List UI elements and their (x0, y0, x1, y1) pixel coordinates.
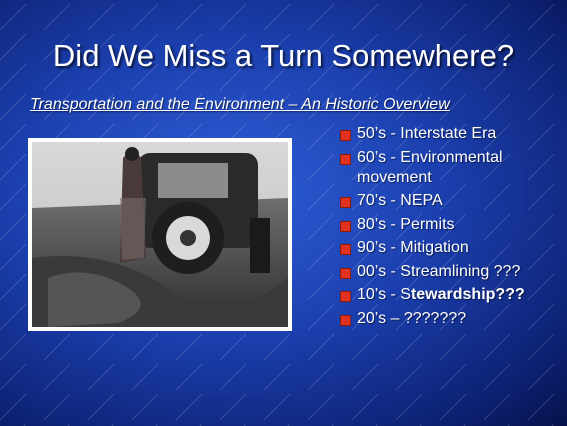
bullet-text: 10’s - S (357, 286, 411, 303)
slide-title: Did We Miss a Turn Somewhere? (0, 38, 567, 74)
bullet-item: 70’s - NEPA (340, 191, 555, 211)
photo (28, 138, 292, 331)
bullet-text: 70’s - NEPA (357, 192, 443, 209)
bullet-text: 80’s - Permits (357, 216, 455, 233)
bullet-text: 50’s - Interstate Era (357, 125, 496, 142)
bullet-text: 60’s - Environmental movement (357, 149, 503, 186)
slide: Did We Miss a Turn Somewhere? Transporta… (0, 0, 567, 426)
bullet-bold-text: tewardship??? (411, 286, 525, 303)
bullet-item: 50’s - Interstate Era (340, 124, 555, 144)
bullet-text: 90’s - Mitigation (357, 239, 469, 256)
bullet-item: 60’s - Environmental movement (340, 148, 555, 188)
bullet-item: 20’s – ??????? (340, 309, 555, 329)
bullet-item: 10’s - Stewardship??? (340, 285, 555, 305)
slide-subtitle: Transportation and the Environment – An … (30, 96, 450, 114)
bullet-text: 20’s – ??????? (357, 310, 466, 327)
bullet-list: 50’s - Interstate Era 60’s - Environmenta… (340, 124, 555, 332)
bullet-text: 00’s - Streamlining ??? (357, 263, 520, 280)
bullet-item: 90’s - Mitigation (340, 238, 555, 258)
bullet-item: 00’s - Streamlining ??? (340, 262, 555, 282)
bullet-item: 80’s - Permits (340, 215, 555, 235)
